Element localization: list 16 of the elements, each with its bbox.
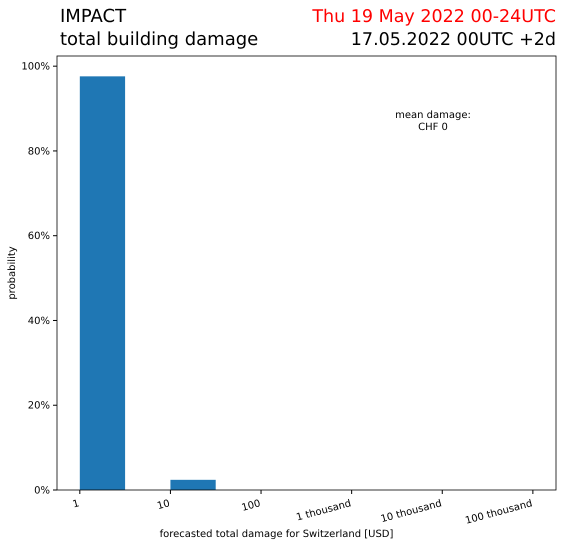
y-tick-label: 0%	[34, 486, 50, 496]
y-tick-label: 80%	[28, 146, 50, 158]
y-axis-title: probability	[7, 246, 18, 300]
annotation: mean damage: CHF 0	[395, 110, 471, 133]
y-tick-label: 40%	[28, 316, 50, 327]
x-axis-title: forecasted total damage for Switzerland [USD]	[160, 529, 394, 540]
y-tick-label: 20%	[28, 400, 50, 412]
x-tick-label: 10	[156, 498, 172, 512]
text: 17.05.2022 00UTC +2d	[350, 30, 556, 50]
chart-subtitle: total building damage	[60, 29, 258, 50]
y-tick-label: 60%	[28, 231, 50, 242]
text: Thu 19 May 2022 00-24UTC	[311, 7, 556, 27]
x-tick-label: 1	[72, 498, 81, 511]
chart-title: IMPACT	[60, 6, 128, 27]
y-tick-label: 100%	[21, 62, 50, 73]
x-tick-label: 100	[240, 498, 262, 514]
